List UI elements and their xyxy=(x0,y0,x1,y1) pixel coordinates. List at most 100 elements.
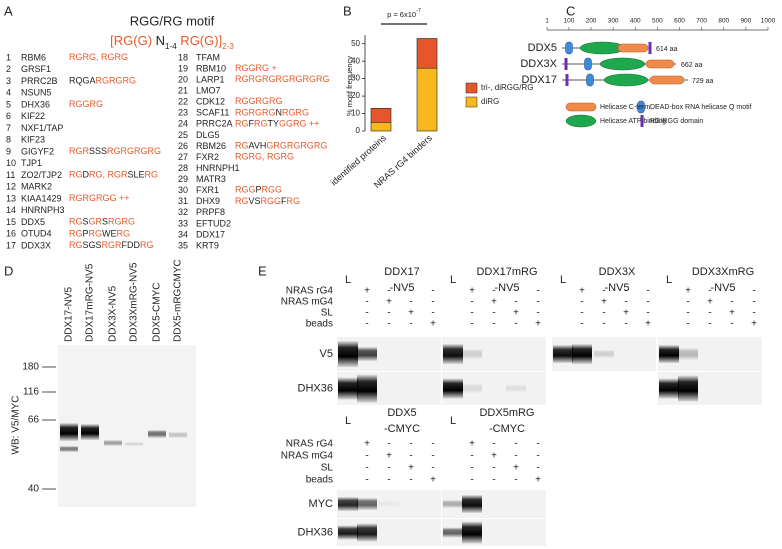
condition-mark: - xyxy=(580,319,583,330)
protein-number: 33 xyxy=(178,218,188,228)
blot-band xyxy=(659,378,679,399)
protein-number: 29 xyxy=(178,174,188,184)
motif-segment: RGRGRGG ++ xyxy=(69,193,130,203)
protein-name: MATR3 xyxy=(196,174,226,184)
motif-text: RGSGRSRGRG xyxy=(69,217,135,227)
condition-mark: - xyxy=(708,308,711,319)
y-tick-label: 0 xyxy=(356,126,361,135)
protein-number: 20 xyxy=(178,74,188,84)
ruler-label: 200 xyxy=(586,18,597,25)
condition-mark: - xyxy=(514,451,517,462)
protein-name: FXR2 xyxy=(196,152,219,162)
protein-number: 28 xyxy=(178,163,188,173)
blot-band xyxy=(572,344,592,364)
condition-mark: - xyxy=(409,286,412,297)
motif-text: RQGARGRGRG xyxy=(69,76,136,86)
condition-mark: - xyxy=(492,319,495,330)
q-motif xyxy=(565,41,573,55)
motif-segment: RG xyxy=(140,240,154,250)
lane-label: DDX3XmRG-NV5 xyxy=(129,262,140,342)
protein-number: 10 xyxy=(6,158,16,168)
blot-band xyxy=(338,341,358,367)
ladder-label: L xyxy=(560,274,566,286)
y-tick-label: 30 xyxy=(351,74,360,83)
condition-label: SL xyxy=(321,463,334,474)
ruler-label: 300 xyxy=(608,18,619,25)
protein-number: 3 xyxy=(6,76,11,86)
ruler-label: 100 xyxy=(563,18,574,25)
protein-name: NXF1/TAP xyxy=(21,123,63,133)
y-tick-label: 20 xyxy=(351,91,360,100)
motif-segment: RQGA xyxy=(69,76,96,86)
panel-labels: A B C D E xyxy=(4,3,575,278)
protein-number: 11 xyxy=(6,170,15,180)
blot-membrane xyxy=(58,345,196,507)
condition-mark: - xyxy=(646,308,649,319)
condition-mark: + xyxy=(535,475,541,486)
motif-segment: RG xyxy=(235,196,249,206)
motif-segment: RGRGRG xyxy=(96,76,137,86)
condition-label: NRAS mG4 xyxy=(281,451,334,462)
condition-mark: - xyxy=(580,308,583,319)
blot-band xyxy=(553,345,573,363)
ladder-label: L xyxy=(666,274,672,286)
protein-number: 25 xyxy=(178,130,188,140)
protein-name: RBM6 xyxy=(21,52,46,62)
motif-segment: RG xyxy=(145,170,159,180)
protein-number: 17 xyxy=(6,240,16,250)
atp-binding xyxy=(603,73,649,87)
motif-segment: GR xyxy=(89,217,103,227)
blot-band xyxy=(81,424,99,440)
condition-mark: + xyxy=(645,319,651,330)
lane-label: DDX17mRG-NV5 xyxy=(85,263,96,342)
motif-segment: 2-3 xyxy=(222,42,234,51)
protein-name: GIGYF2 xyxy=(21,146,54,156)
condition-mark: - xyxy=(536,463,539,474)
protein-number: 8 xyxy=(6,135,11,145)
blot-y-label: WB: V5/MYC xyxy=(11,396,22,455)
condition-mark: + xyxy=(469,439,475,450)
atp-binding xyxy=(599,57,646,71)
motif-segment: RGGRG + xyxy=(235,63,277,73)
motif-segment: RG xyxy=(287,196,301,206)
motif-text: RGRGRGG ++ xyxy=(69,193,130,203)
motif-segment: GGRG ++ xyxy=(279,119,320,129)
condition-mark: - xyxy=(431,308,434,319)
motif-text: RGRSSSRGRGRGRG xyxy=(69,146,161,156)
condition-mark: - xyxy=(470,463,473,474)
protein-name: LMO7 xyxy=(196,86,221,96)
protein-number: 31 xyxy=(178,196,188,206)
protein-name: DLG5 xyxy=(196,130,220,140)
protein-name: KRT9 xyxy=(196,240,219,250)
condition-mark: - xyxy=(708,319,711,330)
motif-segment: RG xyxy=(117,229,131,239)
blot-band xyxy=(357,374,377,403)
motif-segment: RGRGRGRG xyxy=(107,146,161,156)
motif-segment: F xyxy=(249,119,255,129)
protein-name: KIF22 xyxy=(21,111,45,121)
y-tick-label: 40 xyxy=(351,56,360,65)
group-name: DDX17 xyxy=(384,266,419,278)
condition-mark: - xyxy=(580,297,583,308)
domain-legend-label: Helicase ATP binding xyxy=(600,118,666,125)
motif-text: RGGRG xyxy=(69,99,103,109)
protein-number: 21 xyxy=(178,86,188,96)
motif-segment: RG(G)] xyxy=(177,33,223,48)
protein-number: 6 xyxy=(6,111,11,121)
motif-segment: N xyxy=(156,33,165,48)
rg-domain xyxy=(648,42,652,54)
motif-segment: SLE xyxy=(128,170,145,180)
condition-mark: + xyxy=(430,475,436,486)
ruler-label: 800 xyxy=(718,18,729,25)
blot-band xyxy=(678,375,698,402)
condition-mark: - xyxy=(492,439,495,450)
condition-mark: - xyxy=(387,319,390,330)
condition-mark: - xyxy=(387,475,390,486)
motif-segment: P xyxy=(83,229,89,239)
protein-name: HNRNPH1 xyxy=(196,163,240,173)
motif-segment: RGR xyxy=(69,146,90,156)
condition-mark: - xyxy=(387,463,390,474)
condition-mark: - xyxy=(514,319,517,330)
